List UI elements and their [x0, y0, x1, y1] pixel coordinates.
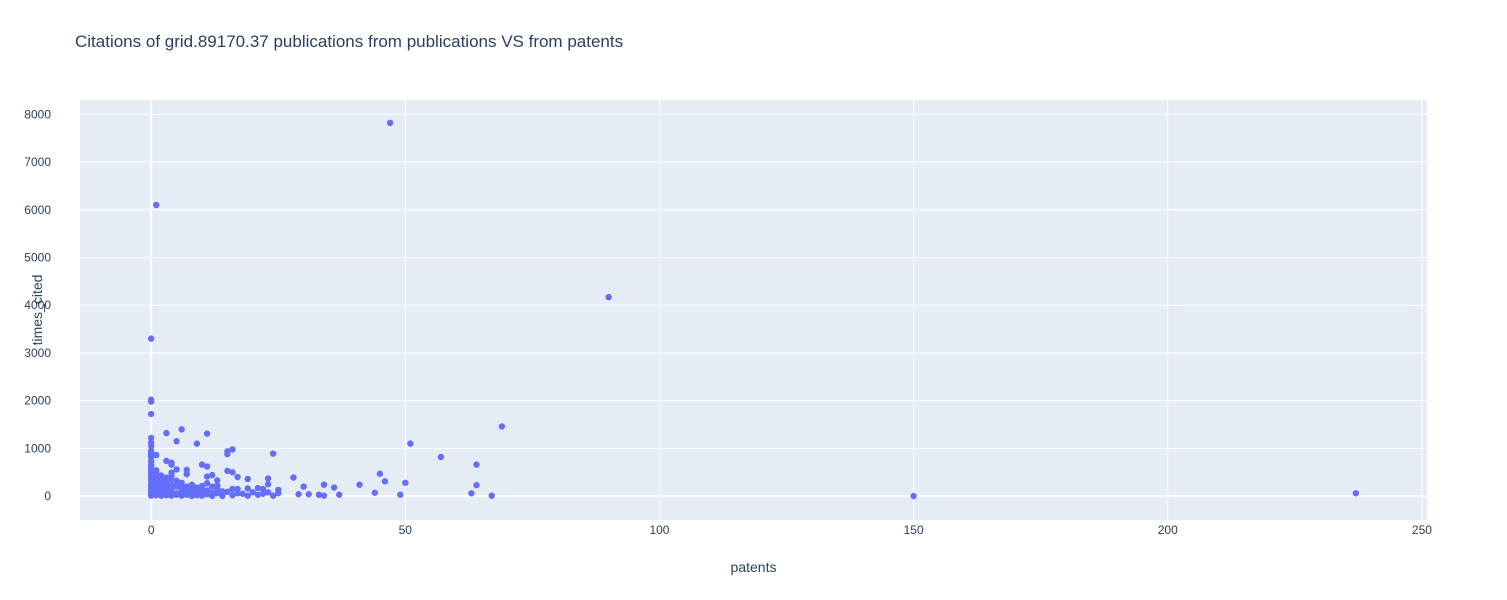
x-tick-label: 250: [1412, 523, 1432, 537]
data-point[interactable]: [224, 451, 230, 457]
data-point[interactable]: [204, 430, 210, 436]
y-tick-label: 6000: [24, 203, 51, 217]
x-tick-label: 50: [399, 523, 413, 537]
data-point[interactable]: [605, 294, 611, 300]
data-point[interactable]: [184, 471, 190, 477]
y-tick-label: 2000: [24, 394, 51, 408]
data-point[interactable]: [153, 470, 159, 476]
data-point[interactable]: [265, 481, 271, 487]
data-point[interactable]: [372, 490, 378, 496]
data-point[interactable]: [468, 490, 474, 496]
data-point[interactable]: [184, 492, 190, 498]
data-point[interactable]: [158, 475, 164, 481]
data-point[interactable]: [255, 492, 261, 498]
data-point[interactable]: [300, 483, 306, 489]
data-point[interactable]: [295, 491, 301, 497]
data-point[interactable]: [321, 481, 327, 487]
data-point[interactable]: [331, 484, 337, 490]
y-tick-label: 3000: [24, 346, 51, 360]
data-point[interactable]: [148, 490, 154, 496]
data-point[interactable]: [234, 490, 240, 496]
data-point[interactable]: [473, 461, 479, 467]
data-point[interactable]: [204, 463, 210, 469]
data-point[interactable]: [199, 483, 205, 489]
data-point[interactable]: [234, 474, 240, 480]
data-point[interactable]: [173, 438, 179, 444]
data-point[interactable]: [438, 454, 444, 460]
data-point[interactable]: [163, 430, 169, 436]
y-tick-label: 1000: [24, 441, 51, 455]
data-point[interactable]: [178, 426, 184, 432]
data-point[interactable]: [173, 478, 179, 484]
data-point[interactable]: [148, 398, 154, 404]
data-point[interactable]: [194, 440, 200, 446]
data-point[interactable]: [214, 490, 220, 496]
data-point[interactable]: [270, 492, 276, 498]
data-point[interactable]: [387, 120, 393, 126]
data-point[interactable]: [153, 202, 159, 208]
data-point[interactable]: [499, 423, 505, 429]
y-tick-label: 5000: [24, 251, 51, 265]
data-point[interactable]: [173, 490, 179, 496]
data-point[interactable]: [407, 440, 413, 446]
data-point[interactable]: [397, 492, 403, 498]
data-point[interactable]: [489, 492, 495, 498]
data-point[interactable]: [473, 482, 479, 488]
data-point[interactable]: [168, 461, 174, 467]
x-tick-label: 100: [649, 523, 669, 537]
y-tick-label: 8000: [24, 107, 51, 121]
data-point[interactable]: [148, 462, 154, 468]
data-point[interactable]: [204, 491, 210, 497]
plot-area: [80, 100, 1427, 520]
data-point[interactable]: [382, 478, 388, 484]
data-point[interactable]: [306, 491, 312, 497]
data-point[interactable]: [148, 411, 154, 417]
data-point[interactable]: [148, 335, 154, 341]
data-point[interactable]: [336, 492, 342, 498]
data-point[interactable]: [910, 493, 916, 499]
y-axis-title: times_cited: [29, 275, 45, 346]
data-point[interactable]: [229, 469, 235, 475]
data-point[interactable]: [204, 473, 210, 479]
data-point[interactable]: [245, 476, 251, 482]
y-tick-label: 0: [44, 489, 51, 503]
x-tick-label: 200: [1158, 523, 1178, 537]
data-point[interactable]: [402, 480, 408, 486]
data-point[interactable]: [290, 474, 296, 480]
data-point[interactable]: [148, 452, 154, 458]
data-point[interactable]: [265, 475, 271, 481]
x-axis-title: patents: [731, 559, 777, 575]
data-point[interactable]: [194, 492, 200, 498]
data-point[interactable]: [321, 492, 327, 498]
data-point[interactable]: [377, 471, 383, 477]
x-tick-labels: 0 50 100 150 200 250: [148, 523, 1432, 537]
x-tick-label: 150: [904, 523, 924, 537]
data-point[interactable]: [270, 450, 276, 456]
data-point[interactable]: [245, 485, 251, 491]
data-point[interactable]: [356, 481, 362, 487]
data-point[interactable]: [224, 489, 230, 495]
data-point[interactable]: [163, 492, 169, 498]
y-tick-label: 7000: [24, 155, 51, 169]
data-point[interactable]: [1353, 490, 1359, 496]
data-point[interactable]: [168, 473, 174, 479]
x-tick-label: 0: [148, 523, 155, 537]
